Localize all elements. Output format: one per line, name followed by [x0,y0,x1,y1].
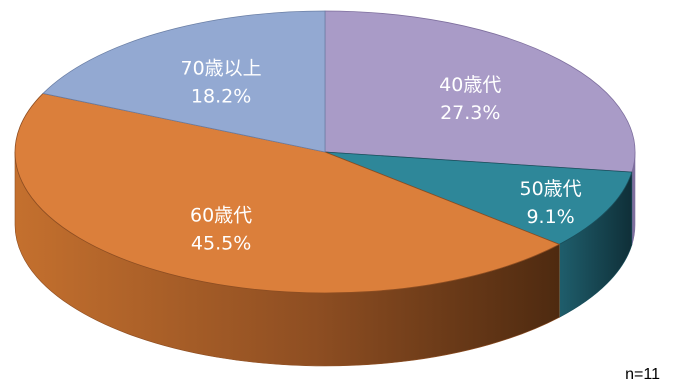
pie-labels: 40歳代 27.3% 50歳代 9.1% 60歳代 45.5% 70歳以上 18.2% [180,57,581,254]
slice-2-category-label: 60歳代 [190,205,252,227]
slice-2-percent-label: 45.5% [191,233,251,255]
slice-1-category-label: 50歳代 [519,178,581,200]
slice-3-percent-label: 18.2% [191,85,251,107]
slice-1-percent-label: 9.1% [526,206,574,228]
slice-0-top [324,10,636,173]
slice-2-top [14,92,561,294]
slice-0-category-label: 40歳代 [439,74,501,96]
pie-tops [14,10,636,294]
slice-0-percent-label: 27.3% [440,102,500,124]
slice-3-top [42,10,326,153]
slice-3-category-label: 70歳以上 [180,57,261,79]
slice-1-top [324,151,633,245]
sample-size-note: n=11 [625,366,660,383]
